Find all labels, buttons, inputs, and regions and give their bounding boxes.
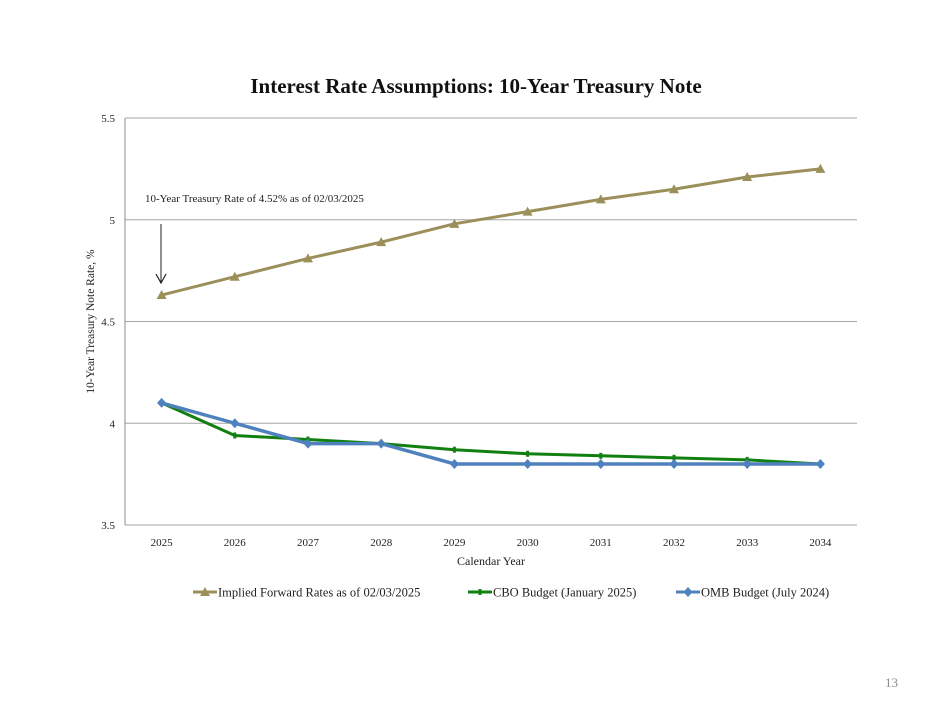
x-tick-label: 2031 [590, 537, 612, 549]
y-tick-label: 5 [110, 215, 116, 227]
legend-label: Implied Forward Rates as of 02/03/2025 [218, 586, 420, 600]
data-point [596, 458, 606, 469]
data-point [303, 253, 313, 263]
series-line [161, 167, 821, 297]
x-tick-label: 2033 [736, 537, 759, 549]
data-point [376, 438, 386, 449]
data-point [742, 172, 753, 182]
data-point [669, 458, 679, 469]
x-tick-label: 2025 [151, 537, 174, 549]
annotation: 10-Year Treasury Rate of 4.52% as of 02/… [145, 193, 364, 285]
data-point [595, 194, 606, 204]
series-layer [156, 163, 826, 469]
y-tick-label: 4 [110, 418, 116, 430]
legend-item: Implied Forward Rates as of 02/03/2025 [193, 586, 420, 600]
legend-marker [200, 587, 210, 596]
data-point [815, 163, 826, 173]
data-point [233, 432, 237, 439]
gridlines [125, 117, 857, 526]
x-tick-labels: 2025 2026 2027 2028 2029 2030 2031 2032 2033 2034 [151, 537, 832, 549]
y-tick-label: 3.5 [101, 520, 115, 532]
legend-marker [683, 587, 693, 597]
legend-label: CBO Budget (January 2025) [493, 586, 636, 600]
x-tick-label: 2026 [224, 537, 247, 549]
y-tick-label: 5.5 [101, 113, 115, 125]
data-point [449, 218, 460, 228]
legend-marker [478, 589, 482, 595]
data-point [452, 446, 456, 453]
x-tick-label: 2034 [809, 537, 832, 549]
data-point [672, 454, 676, 461]
data-point [599, 452, 603, 459]
legend-label: OMB Budget (July 2024) [701, 586, 829, 600]
series-line [161, 401, 821, 466]
data-point [230, 418, 240, 429]
data-point [815, 458, 825, 469]
data-point [449, 458, 459, 469]
data-point [522, 206, 533, 216]
series-0 [156, 163, 826, 300]
data-point [303, 438, 313, 449]
data-point [523, 458, 533, 469]
data-point [157, 397, 167, 408]
x-axis-label: Calendar Year [457, 554, 525, 568]
series-2 [157, 397, 825, 469]
data-point [156, 290, 167, 300]
y-tick-labels: 3.5 4 4.5 5 5.5 [101, 113, 115, 532]
x-tick-label: 2028 [370, 537, 393, 549]
chart-title: Interest Rate Assumptions: 10-Year Treas… [250, 74, 701, 98]
data-point [669, 184, 679, 194]
data-point [526, 450, 530, 457]
annotation-arrow-head [155, 273, 167, 285]
annotation-text: 10-Year Treasury Rate of 4.52% as of 02/… [145, 193, 364, 205]
data-point [229, 271, 240, 281]
x-tick-label: 2030 [517, 537, 540, 549]
legend-item: OMB Budget (July 2024) [676, 586, 829, 600]
y-axis-label: 10-Year Treasury Note Rate, % [85, 249, 97, 394]
x-tick-label: 2027 [297, 537, 320, 549]
page-number: 13 [885, 675, 898, 690]
data-point [742, 458, 752, 469]
legend-item: CBO Budget (January 2025) [468, 586, 636, 600]
x-tick-label: 2029 [443, 537, 466, 549]
series-1 [160, 399, 822, 467]
x-tick-label: 2032 [663, 537, 685, 549]
data-point [376, 237, 387, 247]
y-tick-label: 4.5 [101, 317, 115, 329]
legend: Implied Forward Rates as of 02/03/2025 CB… [193, 586, 829, 600]
series-line [160, 401, 821, 466]
